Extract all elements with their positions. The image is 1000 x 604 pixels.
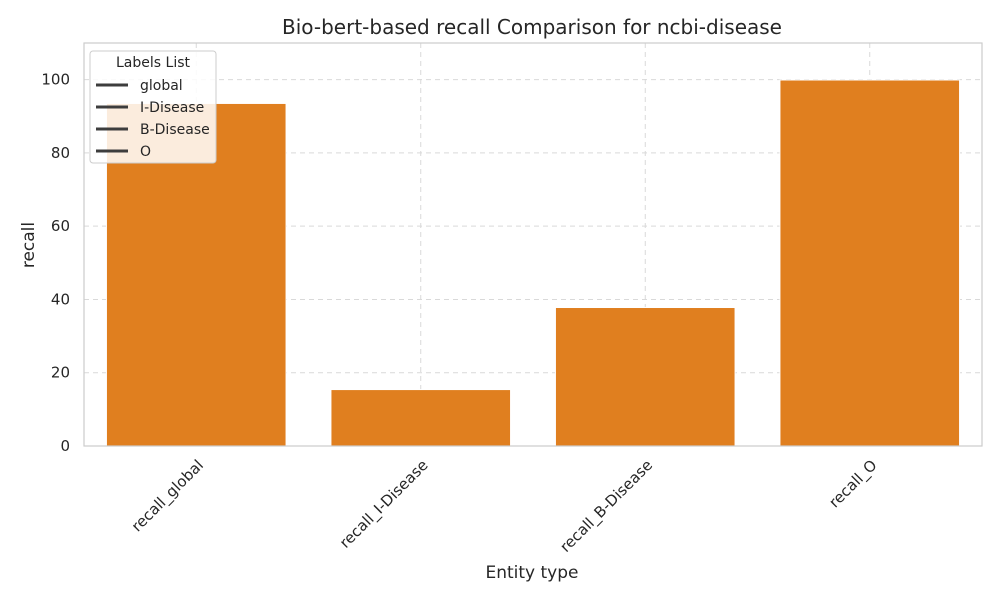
x-tick-label: recall_B-Disease (556, 456, 656, 556)
chart-title: Bio-bert-based recall Comparison for ncb… (282, 15, 782, 39)
legend-entry: O (140, 144, 151, 160)
legend-entry: global (140, 78, 183, 94)
x-tick-label: recall_O (825, 456, 881, 512)
bar-recall_I-Disease (330, 389, 512, 447)
legend-box (89, 50, 217, 164)
y-tick-label: 100 (41, 71, 70, 89)
y-tick-label: 60 (51, 217, 70, 235)
legend-title: Labels List (116, 55, 190, 71)
legend: Labels List global I-Disease B-Disease O (89, 50, 217, 164)
x-tick-label: recall_I-Disease (336, 456, 432, 552)
y-tick-label: 40 (51, 290, 70, 308)
plot-frame (83, 42, 983, 447)
bar-recall_O (779, 79, 961, 447)
x-axis-ticks: recall_global recall_I-Disease recall_B-Di… (128, 456, 881, 556)
y-axis-label: recall (19, 222, 39, 268)
y-tick-label: 80 (51, 144, 70, 162)
x-tick-label: recall_global (128, 456, 208, 536)
y-tick-label: 20 (51, 364, 70, 382)
x-axis-label: Entity type (485, 563, 578, 583)
bars (105, 79, 961, 447)
legend-entry: I-Disease (140, 100, 204, 116)
y-tick-label: 0 (60, 437, 70, 455)
bar-recall_B-Disease (554, 307, 736, 447)
y-axis-ticks: 0 20 40 60 80 100 (41, 71, 70, 455)
legend-entry: B-Disease (140, 122, 210, 138)
